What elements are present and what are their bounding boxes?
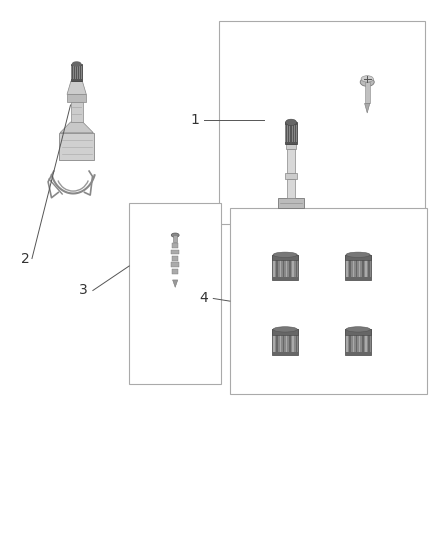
Bar	[286, 144, 296, 149]
Bar	[283, 331, 284, 353]
Polygon shape	[364, 103, 370, 113]
Bar	[346, 256, 348, 279]
Bar	[77, 66, 78, 79]
Bar	[273, 331, 275, 353]
Bar	[81, 66, 82, 79]
Bar	[289, 125, 290, 142]
Bar	[368, 331, 370, 353]
Bar	[285, 173, 297, 180]
Bar	[171, 262, 179, 267]
Bar	[353, 256, 354, 279]
Bar	[276, 256, 278, 279]
Ellipse shape	[72, 61, 81, 67]
Bar	[346, 277, 371, 280]
Bar	[129, 203, 221, 384]
Bar	[346, 255, 371, 280]
Bar	[171, 249, 179, 254]
Bar	[272, 352, 298, 355]
Bar	[346, 352, 371, 355]
Bar	[364, 82, 370, 103]
Ellipse shape	[346, 327, 370, 332]
Bar	[289, 331, 291, 353]
Bar	[346, 329, 371, 355]
Polygon shape	[173, 280, 178, 287]
Bar	[276, 331, 278, 353]
Text: 4: 4	[199, 292, 208, 305]
Ellipse shape	[171, 233, 179, 237]
Ellipse shape	[273, 252, 297, 257]
Bar	[273, 256, 275, 279]
Bar	[362, 331, 364, 353]
Bar	[272, 255, 298, 260]
Ellipse shape	[346, 252, 370, 257]
Bar	[172, 269, 178, 273]
Bar	[172, 256, 178, 261]
Bar	[272, 277, 298, 280]
Bar	[230, 208, 427, 394]
Bar	[292, 331, 294, 353]
Ellipse shape	[361, 76, 373, 82]
Bar	[359, 331, 360, 353]
Bar	[71, 64, 82, 81]
Bar	[79, 66, 80, 79]
Bar	[286, 180, 295, 198]
Ellipse shape	[273, 327, 297, 332]
Bar	[71, 66, 72, 79]
Polygon shape	[60, 122, 93, 133]
Bar	[365, 256, 367, 279]
Bar	[294, 125, 295, 142]
Bar	[353, 331, 354, 353]
Bar	[279, 256, 281, 279]
Bar	[285, 123, 297, 144]
Bar	[71, 102, 83, 122]
Text: 1: 1	[191, 113, 199, 127]
Bar	[272, 255, 298, 280]
Bar	[359, 256, 360, 279]
Bar	[362, 256, 364, 279]
Text: 3: 3	[79, 284, 88, 297]
Bar	[346, 331, 348, 353]
Bar	[287, 149, 295, 173]
Bar	[278, 198, 304, 208]
Bar	[279, 331, 281, 353]
Bar	[296, 256, 297, 279]
Bar	[173, 235, 177, 241]
Bar	[346, 329, 371, 335]
Bar	[292, 256, 294, 279]
Bar	[172, 243, 178, 248]
Bar	[67, 94, 86, 102]
Polygon shape	[67, 81, 86, 94]
Bar	[75, 66, 76, 79]
Bar	[356, 331, 357, 353]
Ellipse shape	[286, 119, 297, 126]
Bar	[365, 331, 367, 353]
Bar	[286, 256, 287, 279]
Bar	[350, 331, 351, 353]
Bar	[59, 133, 94, 160]
Bar	[286, 331, 287, 353]
Ellipse shape	[360, 78, 374, 86]
Bar	[287, 125, 288, 142]
Bar	[296, 331, 297, 353]
Bar	[356, 256, 357, 279]
Bar	[296, 125, 297, 142]
Bar	[272, 329, 298, 335]
Bar	[272, 329, 298, 355]
Bar	[283, 256, 284, 279]
Bar	[368, 256, 370, 279]
Bar	[350, 256, 351, 279]
Bar	[289, 256, 291, 279]
Bar	[346, 255, 371, 260]
Bar	[219, 21, 425, 224]
Text: 2: 2	[21, 252, 30, 265]
